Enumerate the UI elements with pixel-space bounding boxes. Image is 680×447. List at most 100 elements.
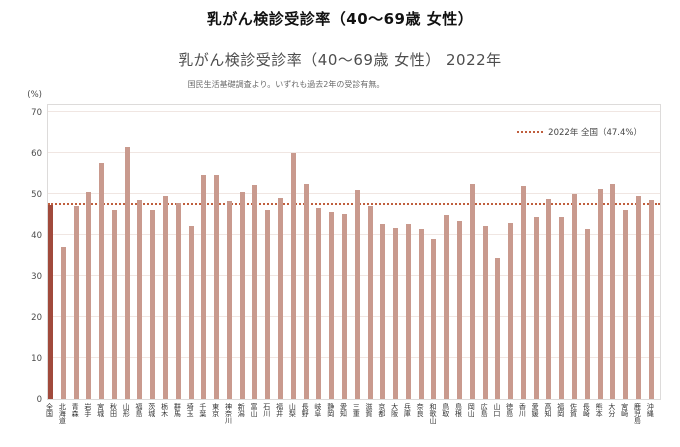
x-axis-label: 宮崎 [620,403,629,417]
chart-bar [48,204,53,399]
chart-bar [546,198,552,399]
chart-bar [329,212,335,399]
x-axis-label: 埼玉 [186,403,195,417]
x-axis-label: 長野 [301,403,310,417]
chart-bar [303,183,309,399]
chart-bar [226,200,232,399]
chart-bar [316,207,322,399]
y-tick-label: 70 [31,108,42,118]
gridline [48,316,660,317]
x-axis-label: 鳥取 [441,403,450,417]
gridline [48,275,660,276]
y-tick-label: 10 [31,354,42,364]
chart-bar [635,196,641,399]
y-tick-label: 0 [36,395,42,405]
chart-bar [597,188,603,399]
x-axis-label: 滋賀 [365,403,374,417]
chart-bar [150,210,156,399]
dotted-line-icon [517,131,544,133]
chart-bar [137,200,143,399]
x-axis-label: 福井 [275,403,284,417]
x-axis-label: 岐阜 [313,403,322,417]
x-axis-label: 石川 [262,403,271,417]
chart-bar [444,214,450,399]
chart-bar [99,162,105,399]
x-axis-label: 東京 [211,403,220,417]
x-axis-label: 福島 [135,403,143,417]
chart-bar [431,238,437,399]
x-axis-label: 熊本 [595,403,604,417]
chart-bar [469,183,475,399]
x-axis-label: 兵庫 [403,403,412,417]
x-axis-label: 大阪 [390,403,399,417]
x-axis-label: 和歌山 [428,403,437,424]
x-axis-label: 奈良 [416,403,425,417]
x-axis-label: 佐賀 [569,403,578,417]
x-axis-label: 広島 [480,403,489,417]
x-axis-label: 宮城 [96,403,105,417]
x-axis-label: 高知 [543,403,552,417]
x-axis-label: 山梨 [288,403,297,417]
x-axis-label: 岡山 [467,403,476,417]
chart-bar [623,210,629,399]
x-axis-label: 大分 [607,403,616,417]
gridline [48,357,660,358]
chart-bar [367,205,373,399]
y-tick-label: 20 [31,313,42,323]
chart-bar [60,247,66,399]
chart-title: 乳がん検診受診率（40～69歳 女性） 2022年 [178,51,502,69]
chart-bar [533,216,539,399]
chart-bar [290,153,296,399]
x-axis-label: 香川 [518,403,527,417]
chart-bar [175,203,181,399]
y-tick-label: 30 [31,272,42,282]
x-axis-label: 山口 [492,403,501,417]
chart-bar [188,225,194,399]
gridline [48,193,660,194]
x-axis-label: 京都 [377,403,386,417]
chart-bar [341,214,347,399]
x-axis-label: 愛媛 [531,403,540,417]
chart-bar [648,200,654,399]
gridline [48,152,660,153]
x-axis-label: 三重 [352,403,361,417]
y-tick-label: 40 [31,231,42,241]
chart-bar [163,196,169,399]
x-axis-label: 栃木 [160,403,169,417]
y-tick-label: 60 [31,149,42,159]
x-axis-label: 新潟 [237,403,246,417]
x-axis-label: 茨城 [147,403,156,417]
x-axis-label: 全国 [45,403,54,417]
x-axis-label: 島根 [454,403,463,417]
chart-bar [252,184,258,399]
chart-bar [520,185,526,399]
chart-bar [86,192,92,399]
x-axis-label: 静岡 [326,403,335,417]
chart-bar [482,225,488,399]
x-axis-label: 山形 [122,403,131,417]
chart-bar [380,223,386,399]
chart-bar [278,197,284,399]
x-axis-label: 徳島 [505,403,514,417]
x-axis-label: 千葉 [198,403,207,417]
gridline [48,111,660,112]
x-axis-label: 神奈川 [224,403,233,424]
chart-bar [610,183,616,399]
chart-bar [214,175,220,399]
chart-bar [239,191,245,399]
y-tick-label: 50 [31,190,42,200]
plot-area: 2022年 全国（47.4%） [47,104,661,400]
source-note: 国民生活基礎調査より。いずれも過去2年の受診有無。 [187,80,385,89]
chart-bar [559,217,565,399]
chart-bar [124,146,130,399]
x-axis-label: 沖縄 [646,403,655,417]
y-axis-unit-label: (%) [27,90,42,100]
national-average-line [48,202,660,205]
x-axis-label: 秋田 [109,403,118,417]
legend: 2022年 全国（47.4%） [517,126,642,138]
x-axis-label: 長崎 [582,403,591,417]
chart-bar [508,222,514,399]
gridline [48,234,660,235]
x-axis-label: 群馬 [173,403,182,417]
